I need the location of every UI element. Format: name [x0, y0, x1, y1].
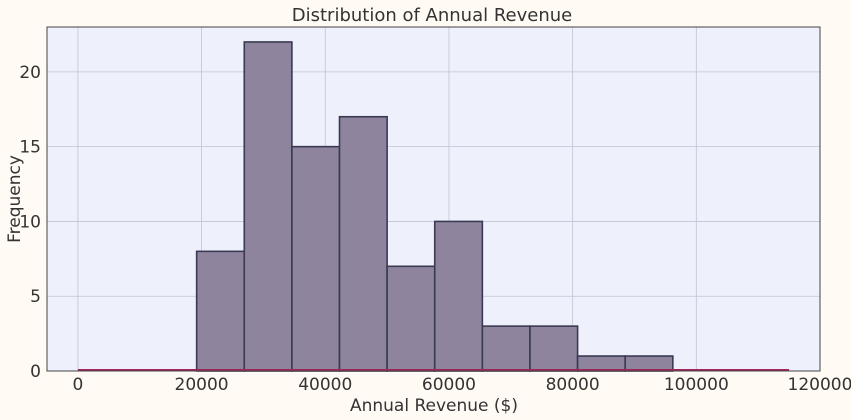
histogram-bar-2	[243, 41, 293, 372]
histogram-bar-6	[433, 220, 484, 372]
x-tick-label: 20000	[175, 375, 229, 395]
histogram-bar-4	[338, 115, 388, 372]
y-tick-label: 0	[30, 362, 41, 382]
histogram-bar-10	[624, 355, 674, 372]
x-tick-label: 40000	[298, 375, 352, 395]
histogram-bar-9	[576, 355, 627, 372]
plot-frame	[46, 26, 821, 372]
histogram-bar-7	[481, 325, 531, 372]
y-tick-label: 20	[19, 63, 41, 83]
x-tick-label: 80000	[546, 375, 600, 395]
chart-title: Distribution of Annual Revenue	[292, 5, 573, 26]
histogram-bar-3	[291, 145, 341, 372]
x-tick-label: 60000	[422, 375, 476, 395]
y-axis-label: Frequency	[5, 155, 25, 243]
y-tick-label: 15	[19, 138, 41, 158]
histogram-bars	[195, 41, 674, 372]
histogram-bar-5	[386, 265, 436, 372]
x-axis-ticks: 0 20000 40000 60000 80000 100000 120000	[73, 375, 851, 395]
x-axis-label: Annual Revenue ($)	[350, 396, 518, 416]
x-tick-label: 0	[73, 375, 84, 395]
y-tick-label: 5	[30, 287, 41, 307]
histogram-bar-1	[195, 250, 246, 372]
x-tick-label: 120000	[788, 375, 851, 395]
y-tick-label: 10	[19, 212, 41, 232]
histogram-bar-8	[529, 325, 579, 372]
y-axis-ticks: 0 5 10 15 20	[19, 63, 41, 382]
x-tick-label: 100000	[664, 375, 729, 395]
